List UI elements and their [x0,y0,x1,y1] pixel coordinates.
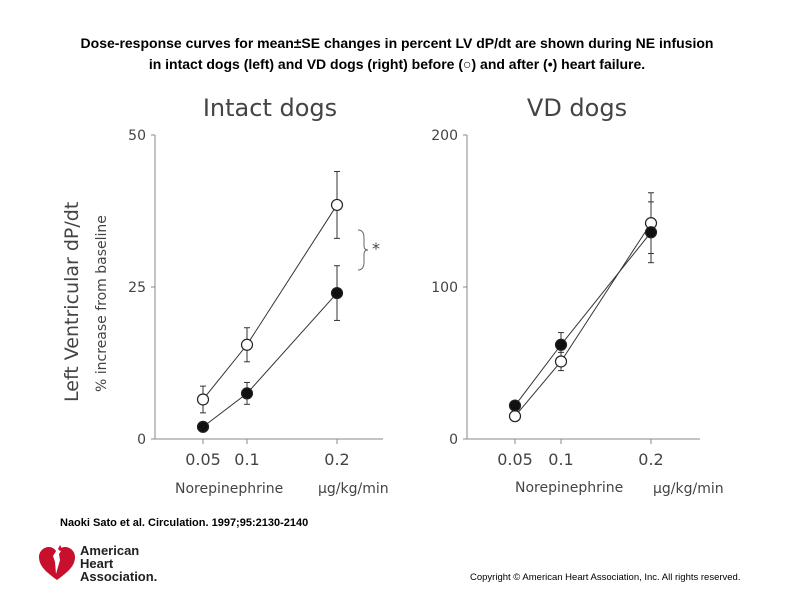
caption-line-2: in intact dogs (left) and VD dogs (right… [148,56,646,72]
figure-caption: Dose-response curves for mean±SE changes… [20,33,774,75]
y-tick-label: 50 [128,128,146,144]
chart-title-intact: Intact dogs [203,94,337,122]
chart-vd-dogs: VD dogs 0 100 200 0.05 0.1 0.2 Norepinephrin… [431,94,723,497]
x-tick-label: 0.2 [638,450,663,469]
x-unit-vd: μg/kg/min [653,481,724,497]
heart-torch-icon [39,545,75,580]
x-tick-label: 0.1 [234,450,259,469]
x-axis-label-vd: Norepinephrine [515,480,623,496]
chart-intact-dogs: Intact dogs 0 25 50 0.05 0.1 0.2 * Norepinep… [128,94,388,497]
y-tick-label: 0 [449,432,458,448]
data-point-open [554,355,568,368]
series-line-filled [514,231,652,406]
chart-title-vd: VD dogs [527,94,627,122]
data-point-filled [196,420,210,433]
data-point-filled [554,338,568,351]
y-tick-label: 100 [431,280,458,296]
y-tick-label: 200 [431,128,458,144]
logo-line-1: American [80,543,140,558]
data-point-filled [330,286,344,300]
data-point-open [240,338,254,351]
x-axis-label-intact: Norepinephrine [175,481,283,497]
data-point-open [508,410,522,423]
aha-logo-text: American Heart Association. [80,544,157,583]
data-point-filled [508,399,522,412]
series-line-open [202,204,338,400]
y-tick-label: 0 [137,432,146,448]
copyright-notice: Copyright © American Heart Association, … [470,572,741,583]
data-point-filled [644,226,658,239]
x-unit-intact: μg/kg/min [318,481,389,497]
citation: Naoki Sato et al. Circulation. 1997;95:2… [60,517,309,529]
series-line-filled [202,292,338,428]
significance-brace [357,229,369,271]
x-tick-label: 0.05 [497,450,533,469]
series-line-open [514,222,652,417]
logo-line-2: Heart [80,556,114,571]
y-tick-label: 25 [128,280,146,296]
data-point-open [330,198,344,212]
data-point-filled [240,387,254,400]
x-tick-label: 0.2 [324,450,349,469]
y-axis-label-main: Left Ventricular dP/dt [61,202,83,402]
y-axis-label-sub: % increase from baseline [94,215,110,392]
logo-line-3: Association. [80,569,158,584]
data-point-open [196,393,210,406]
caption-line-1: Dose-response curves for mean±SE changes… [80,35,714,51]
x-tick-label: 0.1 [548,450,573,469]
figure: Left Ventricular dP/dt % increase from b… [61,94,724,497]
x-tick-label: 0.05 [185,450,221,469]
significance-marker: * [372,239,380,258]
